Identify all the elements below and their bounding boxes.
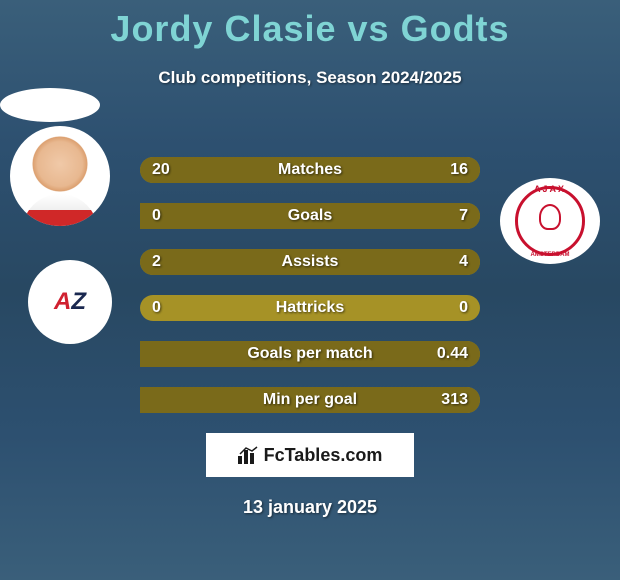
- stat-label: Goals per match: [140, 341, 480, 367]
- stat-label: Assists: [140, 249, 480, 275]
- date-text: 13 january 2025: [0, 497, 620, 518]
- stat-row: 20Matches16: [140, 157, 480, 183]
- stat-right-value: 7: [459, 203, 468, 229]
- comparison-card: Jordy Clasie vs Godts Club competitions,…: [0, 0, 620, 580]
- stats-area: 20Matches160Goals72Assists40Hattricks0Go…: [0, 157, 620, 413]
- stat-row: 0Hattricks0: [140, 295, 480, 321]
- stat-label: Goals: [140, 203, 480, 229]
- page-subtitle: Club competitions, Season 2024/2025: [0, 68, 620, 88]
- page-title: Jordy Clasie vs Godts: [0, 8, 620, 50]
- player-right-photo: [0, 88, 100, 122]
- stat-right-value: 0: [459, 295, 468, 321]
- stat-row: 2Assists4: [140, 249, 480, 275]
- stat-label: Min per goal: [140, 387, 480, 413]
- stat-right-value: 0.44: [437, 341, 468, 367]
- stat-row: Goals per match0.44: [140, 341, 480, 367]
- stat-label: Hattricks: [140, 295, 480, 321]
- bars-icon: [238, 446, 258, 464]
- stat-right-value: 16: [450, 157, 468, 183]
- stat-row: Min per goal313: [140, 387, 480, 413]
- brand-text: FcTables.com: [264, 445, 383, 466]
- brand-badge: FcTables.com: [206, 433, 414, 477]
- stat-label: Matches: [140, 157, 480, 183]
- stat-right-value: 313: [441, 387, 468, 413]
- stat-row: 0Goals7: [140, 203, 480, 229]
- stat-right-value: 4: [459, 249, 468, 275]
